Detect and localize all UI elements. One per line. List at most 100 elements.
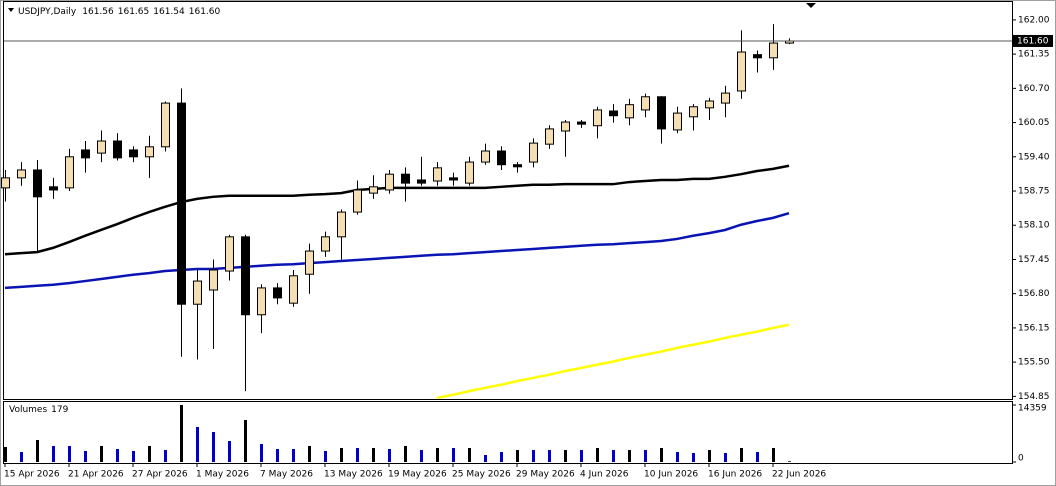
- volume-bar: [20, 451, 23, 462]
- menu-arrow: [8, 8, 14, 12]
- candle-body: [177, 102, 186, 305]
- x-tick-label: 10 Jun 2026: [644, 470, 698, 480]
- candle-body: [257, 287, 266, 316]
- candle-body: [209, 269, 218, 291]
- volume-bar: [68, 446, 71, 462]
- candle-body: [81, 149, 90, 159]
- candle-body: [545, 128, 554, 145]
- x-tick-label: 25 May 2026: [452, 470, 511, 480]
- candle-body: [145, 146, 154, 158]
- volume-bar: [100, 446, 103, 462]
- candle-body: [433, 167, 442, 182]
- candle-body: [561, 121, 570, 132]
- moving-average: [4, 164, 790, 256]
- candle-body: [401, 173, 410, 184]
- volume-bar: [580, 450, 583, 462]
- y-tick-label: 158.10: [1018, 221, 1050, 231]
- volume-bar: [132, 451, 135, 462]
- candle-body: [97, 140, 106, 154]
- candle-body: [129, 149, 138, 158]
- x-tick-label: 13 May 2026: [324, 470, 383, 480]
- candle-body: [753, 54, 762, 59]
- x-tick-label: 19 May 2026: [388, 470, 447, 480]
- volume-bar: [500, 451, 503, 462]
- quote-close: 161.60: [189, 7, 221, 17]
- volume-bar: [516, 450, 519, 462]
- volume-last: 179: [51, 405, 68, 415]
- y-tick-label: 161.35: [1018, 50, 1050, 60]
- y-tick-label: 159.40: [1018, 152, 1050, 162]
- candle-body: [673, 112, 682, 131]
- x-tick-label: 16 Jun 2026: [708, 470, 762, 480]
- quote-low: 161.54: [153, 7, 185, 17]
- volume-bar: [340, 447, 343, 462]
- volume-bar: [308, 446, 311, 462]
- x-tick-label: 1 May 2026: [196, 470, 249, 480]
- candle-body: [641, 96, 650, 111]
- candle-body: [497, 150, 506, 166]
- candle-body: [657, 96, 666, 130]
- volume-bar: [692, 452, 695, 462]
- volume-bar: [644, 450, 647, 462]
- candle-body: [705, 100, 714, 109]
- volume-bar: [564, 450, 567, 462]
- candle-body: [769, 42, 778, 59]
- volume-bar: [196, 426, 199, 462]
- volume-bar: [468, 447, 471, 462]
- volume-bar: [660, 447, 663, 462]
- volume-tick-label: 14359: [1018, 404, 1047, 414]
- candle-body: [609, 110, 618, 117]
- volume-bar: [708, 450, 711, 462]
- candle-body: [353, 189, 362, 213]
- y-tick-label: 157.45: [1018, 255, 1050, 265]
- volume-bar: [772, 447, 775, 462]
- chart-header: USDJPY,Daily 161.56 161.65 161.54 161.60: [18, 7, 221, 17]
- volume-bar: [436, 447, 439, 462]
- y-tick-label: 154.85: [1018, 392, 1050, 402]
- candle-body: [417, 179, 426, 184]
- volume-header: Volumes 179: [9, 405, 69, 415]
- candle-body: [337, 211, 346, 238]
- volume-bar: [676, 451, 679, 462]
- volume-bar: [52, 446, 55, 462]
- candle-body: [113, 140, 122, 159]
- symbol: USDJPY,Daily: [18, 7, 77, 17]
- x-tick-label: 21 Apr 2026: [68, 470, 124, 480]
- volume-bar: [116, 448, 119, 462]
- volume-bar: [404, 446, 407, 462]
- volume-panel: [3, 401, 1013, 464]
- volume-title: Volumes: [9, 405, 47, 415]
- y-tick-label: 158.75: [1018, 187, 1050, 197]
- volume-bar: [756, 451, 759, 462]
- candle-body: [721, 92, 730, 104]
- candle-body: [1, 177, 10, 189]
- candle-body: [513, 164, 522, 168]
- candle-body: [625, 104, 634, 119]
- y-tick-label: 160.70: [1018, 84, 1050, 94]
- candle-body: [593, 109, 602, 127]
- candle-body: [273, 287, 282, 299]
- candle-body: [17, 169, 26, 179]
- volume-bar: [244, 420, 247, 462]
- y-tick-label: 162.00: [1018, 15, 1050, 25]
- candle-body: [481, 150, 490, 163]
- volume-bar: [724, 452, 727, 462]
- candle-body: [449, 177, 458, 181]
- volume-bar: [484, 455, 487, 462]
- candle-body: [49, 186, 58, 191]
- candle-body: [225, 236, 234, 272]
- volume-bar: [628, 450, 631, 462]
- volume-bar: [164, 450, 167, 462]
- volume-tick-label: 0: [1018, 454, 1024, 464]
- current-price-box: [1013, 34, 1053, 47]
- y-tick-label: 160.05: [1018, 118, 1050, 128]
- candle-body: [241, 236, 250, 316]
- moving-average: [436, 323, 790, 400]
- candle-body: [529, 142, 538, 163]
- candle-body: [289, 275, 298, 304]
- volume-bar: [788, 461, 791, 462]
- y-tick-label: 156.80: [1018, 289, 1050, 299]
- x-tick-label: 4 Jun 2026: [580, 470, 629, 480]
- x-tick-label: 7 May 2026: [260, 470, 313, 480]
